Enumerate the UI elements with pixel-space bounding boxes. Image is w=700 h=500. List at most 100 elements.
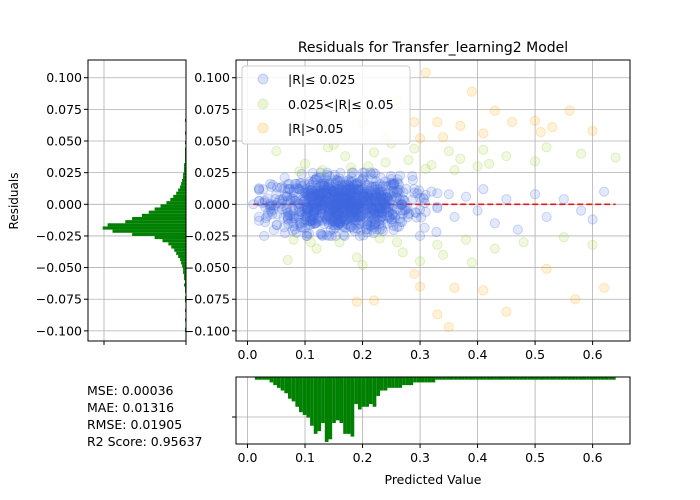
scatter-point-small-residual bbox=[320, 172, 331, 184]
scatter-point-small-residual bbox=[304, 176, 315, 187]
scatter-point-small-residual bbox=[316, 200, 327, 211]
scatter-point-small-residual bbox=[327, 186, 339, 198]
scatter-point-small-residual bbox=[365, 206, 376, 218]
scatter-point-small-residual bbox=[362, 190, 373, 201]
scatter-point-small-residual bbox=[367, 181, 378, 192]
scatter-point-small-residual bbox=[306, 215, 317, 226]
scatter-point-small-residual bbox=[392, 184, 404, 196]
scatter-point-small-residual bbox=[378, 204, 389, 215]
scatter-point-small-residual bbox=[374, 203, 385, 214]
scatter-point-small-residual bbox=[432, 188, 443, 199]
prediction-hist-bar bbox=[284, 377, 288, 394]
scatter-point-small-residual bbox=[368, 228, 379, 239]
scatter-point-small-residual bbox=[339, 203, 350, 215]
prediction-hist-bar bbox=[254, 377, 259, 380]
scatter-point-small-residual bbox=[420, 206, 431, 217]
scatter-point-small-residual bbox=[288, 211, 299, 222]
scatter-point-small-residual bbox=[292, 197, 303, 208]
scatter-point-small-residual bbox=[414, 185, 425, 196]
scatter-point-small-residual bbox=[350, 214, 361, 226]
scatter-point-small-residual bbox=[414, 230, 426, 242]
scatter-point-small-residual bbox=[375, 212, 387, 223]
scatter-point-small-residual bbox=[308, 214, 319, 226]
scatter-point-small-residual bbox=[351, 205, 362, 216]
scatter-point-small-residual bbox=[384, 206, 395, 218]
scatter-point-small-residual bbox=[330, 222, 341, 234]
scatter-point-small-residual bbox=[259, 230, 270, 242]
scatter-point-small-residual bbox=[373, 187, 384, 198]
scatter-point-small-residual bbox=[339, 209, 350, 221]
scatter-point-small-residual bbox=[339, 193, 350, 204]
scatter-point-small-residual bbox=[394, 194, 405, 206]
prediction-hist-bar bbox=[593, 377, 598, 380]
scatter-point-small-residual bbox=[308, 205, 319, 217]
scatter-point-small-residual bbox=[352, 178, 363, 189]
scatter-point-small-residual bbox=[342, 219, 353, 230]
scatter-point-small-residual bbox=[316, 192, 327, 203]
scatter-point-large-residual bbox=[587, 125, 598, 136]
scatter-point-small-residual bbox=[303, 193, 314, 204]
residual-hist-bar bbox=[183, 172, 186, 176]
scatter-point-small-residual bbox=[381, 203, 392, 214]
scatter-point-small-residual bbox=[316, 204, 327, 215]
x-tick-label: 0.4 bbox=[468, 450, 488, 465]
scatter-point-small-residual bbox=[342, 197, 353, 209]
scatter-point-small-residual bbox=[383, 205, 394, 216]
scatter-point-small-residual bbox=[366, 169, 377, 180]
scatter-point-small-residual bbox=[362, 201, 373, 212]
scatter-point-small-residual bbox=[348, 192, 359, 203]
scatter-point-small-residual bbox=[328, 224, 339, 235]
scatter-point-small-residual bbox=[374, 202, 385, 214]
scatter-point-small-residual bbox=[291, 227, 302, 238]
scatter-point-small-residual bbox=[348, 197, 359, 208]
prediction-hist-bar bbox=[402, 377, 406, 386]
prediction-hist-bar bbox=[564, 377, 568, 380]
scatter-point-small-residual bbox=[267, 209, 278, 220]
y-tick-label: −0.075 bbox=[36, 292, 82, 307]
scatter-point-small-residual bbox=[340, 202, 352, 213]
scatter-point-small-residual bbox=[332, 183, 343, 195]
scatter-point-small-residual bbox=[332, 208, 343, 219]
scatter-point-small-residual bbox=[278, 201, 289, 212]
scatter-point-small-residual bbox=[306, 200, 317, 211]
scatter-point-small-residual bbox=[395, 216, 406, 228]
scatter-point-small-residual bbox=[346, 186, 357, 197]
scatter-point-small-residual bbox=[281, 191, 292, 202]
scatter-point-small-residual bbox=[268, 200, 279, 211]
scatter-point-small-residual bbox=[358, 187, 369, 198]
y-tick-label: 0.050 bbox=[46, 134, 82, 149]
prediction-hist-bar bbox=[365, 377, 369, 407]
scatter-point-small-residual bbox=[345, 196, 357, 207]
scatter-point-small-residual bbox=[253, 185, 265, 196]
scatter-point-small-residual bbox=[330, 187, 341, 198]
scatter-point-small-residual bbox=[325, 225, 336, 236]
scatter-point-small-residual bbox=[368, 202, 379, 213]
residual-hist-bar bbox=[162, 239, 186, 243]
scatter-point-small-residual bbox=[367, 185, 378, 196]
scatter-point-small-residual bbox=[386, 214, 398, 225]
scatter-point-small-residual bbox=[426, 186, 437, 197]
scatter-point-medium-residual bbox=[391, 237, 403, 248]
scatter-point-small-residual bbox=[558, 194, 569, 205]
scatter-point-small-residual bbox=[265, 201, 276, 212]
scatter-point-small-residual bbox=[340, 194, 351, 205]
scatter-point-small-residual bbox=[432, 201, 443, 212]
scatter-point-small-residual bbox=[387, 208, 398, 219]
prediction-hist-bar bbox=[461, 377, 465, 380]
scatter-point-medium-residual bbox=[576, 148, 587, 159]
prediction-hist-bar bbox=[291, 377, 296, 402]
scatter-point-small-residual bbox=[337, 207, 348, 218]
scatter-point-small-residual bbox=[363, 211, 374, 223]
scatter-point-small-residual bbox=[351, 189, 362, 200]
prediction-hist-bar bbox=[549, 377, 554, 380]
scatter-point-small-residual bbox=[310, 205, 322, 216]
scatter-point-small-residual bbox=[352, 195, 363, 207]
scatter-point-small-residual bbox=[387, 186, 398, 197]
scatter-point-small-residual bbox=[306, 188, 317, 199]
scatter-point-small-residual bbox=[338, 197, 350, 208]
residual-hist-bar bbox=[171, 245, 186, 249]
scatter-point-small-residual bbox=[356, 194, 367, 205]
scatter-point-small-residual bbox=[295, 178, 306, 189]
scatter-point-small-residual bbox=[368, 204, 379, 215]
scatter-point-small-residual bbox=[305, 219, 316, 230]
